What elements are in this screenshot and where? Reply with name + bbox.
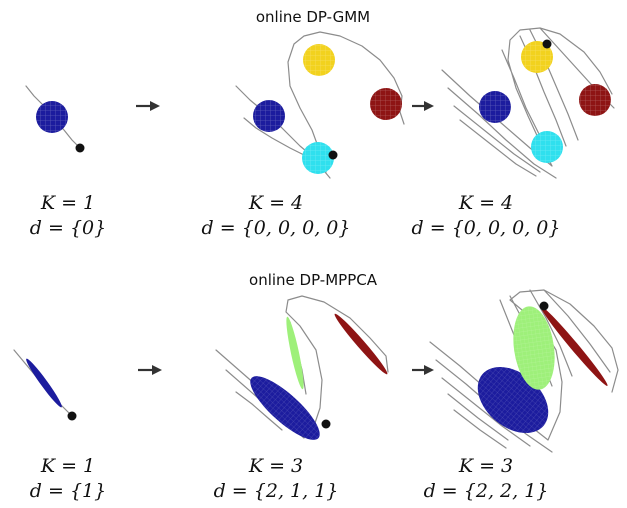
gmm-panel-3: K = 4 d = {0, 0, 0, 0} — [412, 27, 615, 239]
gmm-panel-1: K = 1 d = {0} — [25, 85, 106, 239]
k-label: K = 4 — [458, 192, 513, 214]
arrow-right — [412, 365, 434, 375]
current-point — [67, 411, 77, 421]
k-label: K = 1 — [40, 192, 95, 214]
d-label: d = {1} — [30, 480, 106, 502]
arrow-right — [138, 365, 162, 375]
current-point — [539, 301, 549, 311]
k-label: K = 3 — [458, 455, 513, 477]
k-label: K = 4 — [248, 192, 303, 214]
red-ellipsoid — [334, 313, 388, 375]
k-label: K = 3 — [248, 455, 303, 477]
mppca-panel-3: K = 3 d = {2, 2, 1} — [424, 289, 619, 502]
current-point — [75, 143, 85, 153]
arrow-right — [136, 101, 160, 111]
row-title-gmm: online DP-GMM — [256, 8, 370, 26]
arrow-right — [412, 101, 434, 111]
current-point — [542, 39, 552, 49]
current-point — [321, 419, 331, 429]
blue-ellipsoid — [26, 358, 62, 408]
mppca-panel-2: K = 3 d = {2, 1, 1} — [214, 295, 389, 502]
green-ellipsoid — [286, 316, 304, 390]
d-label: d = {0} — [30, 217, 106, 239]
mppca-panel-1: K = 1 d = {1} — [13, 349, 106, 502]
k-label: K = 1 — [40, 455, 95, 477]
d-label: d = {0, 0, 0, 0} — [202, 217, 351, 239]
gmm-panel-2: K = 4 d = {0, 0, 0, 0} — [202, 31, 405, 239]
d-label: d = {2, 2, 1} — [424, 480, 549, 502]
d-label: d = {2, 1, 1} — [214, 480, 339, 502]
d-label: d = {0, 0, 0, 0} — [412, 217, 561, 239]
current-point — [328, 150, 338, 160]
red-ellipsoid — [540, 306, 608, 386]
row-title-mppca: online DP-MPPCA — [249, 271, 378, 289]
